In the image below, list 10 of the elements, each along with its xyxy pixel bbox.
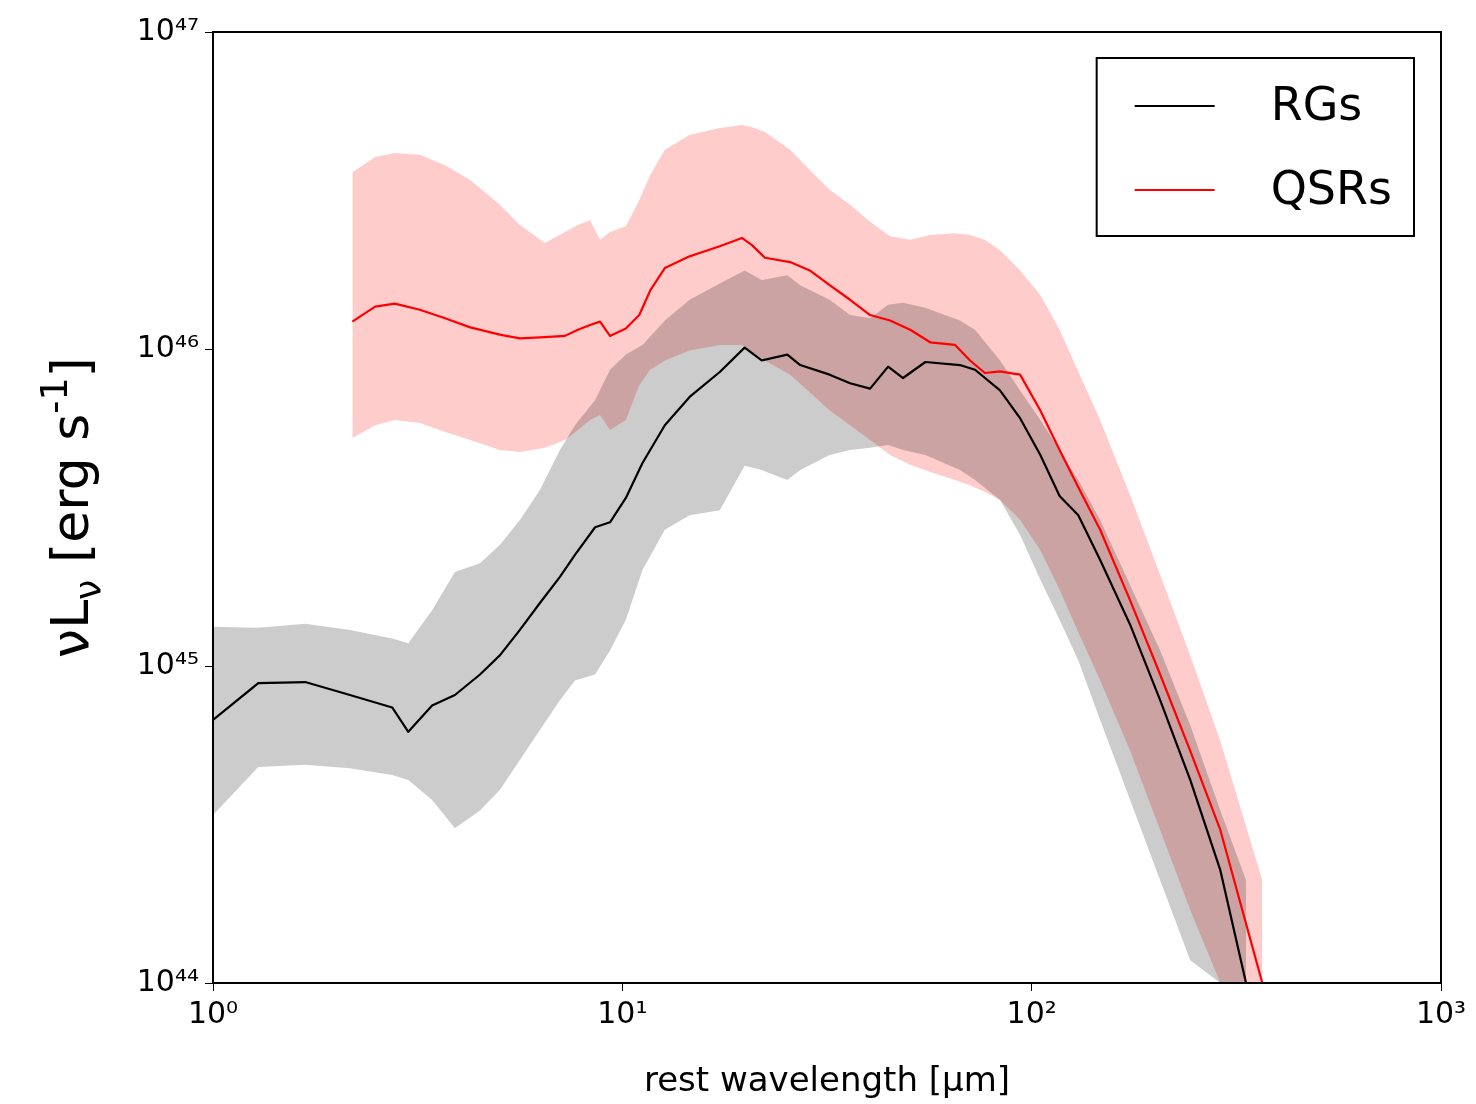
y-tick-label: 10⁴⁷ (136, 11, 199, 47)
x-tick-label: 10³ (1415, 994, 1467, 1030)
y-tick-label: 10⁴⁶ (136, 328, 199, 364)
legend-label: RGs (1270, 76, 1363, 131)
y-tick-label: 10⁴⁵ (136, 645, 199, 681)
x-axis-title: rest wavelength [μm] (643, 1059, 1011, 1099)
y-axis-title: νLν [erg s-1] (33, 357, 110, 658)
x-tick-label: 10¹ (597, 994, 648, 1030)
x-tick-label: 10² (1006, 994, 1057, 1030)
legend-label: QSRs (1270, 160, 1393, 215)
